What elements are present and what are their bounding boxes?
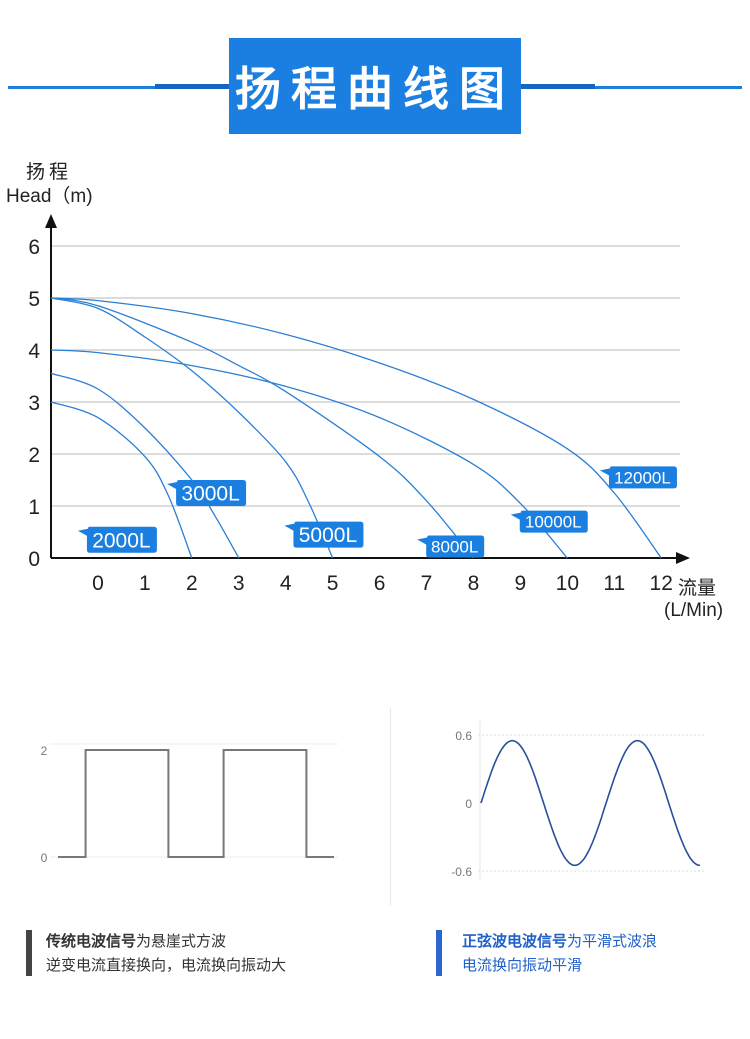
series-label-text: 10000L	[525, 513, 582, 532]
series-label-text: 2000L	[92, 529, 150, 552]
y-tick-label: 1	[28, 496, 40, 519]
y-tick-label: 3	[28, 392, 40, 415]
caption-right-line1: 正弦波电波信号为平滑式波浪	[462, 929, 657, 953]
y-tick-label: 6	[28, 236, 40, 259]
x-tick-label: 5	[327, 572, 339, 595]
x-axis-arrow	[676, 552, 690, 564]
square-wave-chart: 20	[41, 743, 338, 865]
caption-left-line1: 传统电波信号为悬崖式方波	[46, 929, 286, 953]
x-tick-label: 7	[421, 572, 433, 595]
x-axis-unit: (L/Min)	[664, 600, 723, 621]
title-line-right	[521, 86, 742, 89]
series-label-10000L: 10000L	[510, 510, 588, 533]
y-axis-title: 扬程	[26, 161, 72, 183]
curve-5000L	[50, 297, 334, 559]
page-title: 扬程曲线图	[235, 62, 515, 116]
caption-left-bar	[26, 930, 32, 976]
y-tick-label: 0.6	[455, 729, 472, 743]
series-label-tag	[510, 510, 588, 533]
curve-10000L	[50, 349, 568, 559]
y-tick-label: 0	[28, 548, 40, 571]
curve-12000L	[50, 297, 662, 559]
caption-left-line2: 逆变电流直接换向，电流换向振动大	[46, 956, 287, 974]
y-tick-label: 2	[28, 444, 40, 467]
caption-right-bar	[436, 930, 442, 976]
series-label-text: 8000L	[431, 538, 478, 557]
caption-left: 传统电波信号为悬崖式方波 逆变电流直接换向，电流换向振动大	[46, 929, 286, 977]
caption-right: 正弦波电波信号为平滑式波浪 电流换向振动平滑	[462, 929, 657, 977]
chart-divider	[390, 708, 391, 906]
y-tick-label: 2	[41, 744, 48, 758]
x-tick-label: 10	[556, 572, 579, 595]
series-label-3000L: 3000L	[167, 480, 247, 506]
series-label-text: 3000L	[181, 483, 239, 506]
series-label-tag	[284, 521, 364, 548]
caption-right-line2: 电流换向振动平滑	[462, 956, 583, 974]
caption-right-rest: 为平滑式波浪	[567, 932, 658, 950]
x-tick-label: 4	[280, 572, 292, 595]
x-tick-label: 3	[233, 572, 245, 595]
sine-wave-chart: 0.6 0 -0.6	[451, 720, 705, 880]
series-label-tag	[167, 480, 247, 506]
title-line-right-accent	[521, 84, 595, 89]
series-label-text: 5000L	[299, 524, 357, 547]
caption-left-strong: 传统电波信号	[46, 932, 137, 950]
title-line-left-accent	[155, 84, 229, 89]
x-tick-label: 2	[186, 572, 198, 595]
x-tick-label: 9	[515, 572, 527, 595]
y-axis-title-en: Head（m)	[6, 185, 93, 207]
series-label-5000L: 5000L	[284, 521, 364, 548]
title-banner: 扬程曲线图	[229, 38, 521, 134]
curve-3000L	[50, 372, 240, 559]
sine-wave-line	[480, 739, 701, 867]
y-tick-label: 0	[41, 851, 48, 865]
y-tick-label: 4	[28, 340, 40, 363]
x-tick-label: 12	[650, 572, 673, 595]
square-wave-line	[58, 749, 334, 858]
curve-8000L	[50, 297, 474, 559]
caption-left-rest: 为悬崖式方波	[136, 932, 227, 950]
y-axis-arrow	[45, 214, 57, 228]
x-tick-label: 6	[374, 572, 386, 595]
series-label-tag	[417, 535, 485, 558]
series-label-tag	[599, 466, 677, 489]
caption-right-strong: 正弦波电波信号	[462, 932, 568, 950]
x-tick-label: 8	[468, 572, 480, 595]
series-label-text: 12000L	[614, 469, 671, 488]
series-label-12000L: 12000L	[599, 466, 677, 489]
x-tick-label: 0	[92, 572, 104, 595]
series-label-tag	[77, 526, 157, 553]
x-tick-label: 11	[603, 572, 625, 595]
y-tick-label: 5	[28, 288, 40, 311]
y-tick-label: 0	[465, 797, 472, 811]
title-line-left	[8, 86, 229, 89]
y-tick-label: -0.6	[451, 865, 472, 879]
curve-2000L	[50, 401, 193, 559]
x-tick-label: 1	[139, 572, 151, 595]
x-axis-title: 流量	[678, 577, 716, 599]
series-label-8000L: 8000L	[417, 535, 485, 558]
series-label-2000L: 2000L	[77, 526, 157, 553]
